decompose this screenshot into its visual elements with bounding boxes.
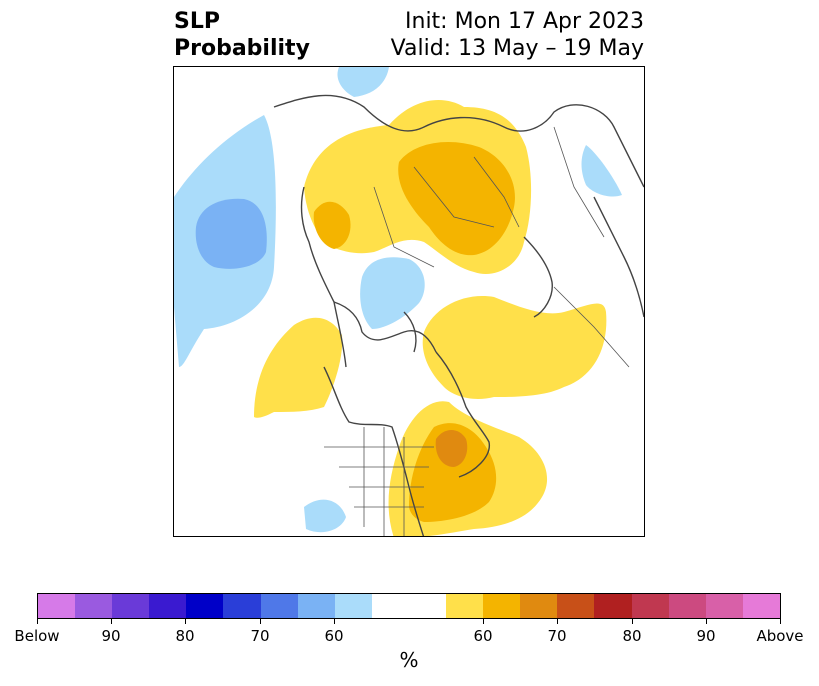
colorbar-label-above-60: 60 <box>473 627 493 645</box>
colorbar-label-above: Above <box>756 627 804 645</box>
colorbar-segment <box>557 594 595 618</box>
colorbar-label-above-90: 90 <box>696 627 716 645</box>
colorbar-segment <box>75 594 113 618</box>
colorbar-unit: % <box>399 648 419 672</box>
tick <box>780 619 781 624</box>
pacific-sw-below <box>304 499 346 533</box>
title-left: SLP Probability <box>174 8 310 62</box>
colorbar-label-below-90: 90 <box>101 627 121 645</box>
colorbar-segment <box>186 594 224 618</box>
colorbar-label-below-70: 70 <box>250 627 270 645</box>
colorbar-segment <box>705 594 743 618</box>
arctic-atlantic-above <box>422 296 607 399</box>
tick <box>260 619 261 624</box>
colorbar-label-below-80: 80 <box>175 627 195 645</box>
colorbar-segment <box>594 594 632 618</box>
barents-below <box>337 67 389 97</box>
colorbar <box>37 593 781 619</box>
colorbar-segment <box>260 594 298 618</box>
colorbar-segment <box>223 594 261 618</box>
tick <box>37 619 38 624</box>
title-type: Probability <box>174 36 310 61</box>
colorbar-segment <box>297 594 335 618</box>
borders <box>324 126 630 536</box>
colorbar-segment <box>408 594 447 618</box>
tick <box>706 619 707 624</box>
colorbar-segment <box>38 594 76 618</box>
pacific-above <box>254 317 343 418</box>
asia-coast-below <box>581 145 622 197</box>
colorbar-label-below-60: 60 <box>324 627 344 645</box>
init-date: Init: Mon 17 Apr 2023 <box>405 9 644 34</box>
colorbar-segment <box>334 594 372 618</box>
colorbar-segment <box>631 594 669 618</box>
tick <box>557 619 558 624</box>
east-us-above-peak <box>435 430 468 467</box>
coastlines <box>273 94 644 536</box>
title-right: Init: Mon 17 Apr 2023 Valid: 13 May – 19… <box>391 8 644 62</box>
valid-range: Valid: 13 May – 19 May <box>390 36 644 61</box>
tick <box>334 619 335 624</box>
colorbar-segment <box>112 594 150 618</box>
colorbar-segment <box>149 594 187 618</box>
probability-map <box>173 66 645 537</box>
colorbar-segment <box>742 594 780 618</box>
siberia-above-core <box>398 142 515 256</box>
map-canvas <box>174 67 644 536</box>
tick <box>185 619 186 624</box>
colorbar-label-above-80: 80 <box>622 627 642 645</box>
colorbar-segment <box>483 594 521 618</box>
colorbar-label-above-70: 70 <box>547 627 567 645</box>
tick <box>632 619 633 624</box>
title-variable: SLP <box>174 9 220 34</box>
colorbar-segment <box>668 594 706 618</box>
beaufort-arctic-below <box>360 257 425 329</box>
east-us-above-core <box>409 423 497 522</box>
north-pacific-below-core <box>195 198 267 269</box>
colorbar-segment <box>446 594 484 618</box>
colorbar-label-below: Below <box>14 627 60 645</box>
west-siberia-above-core <box>313 201 351 249</box>
tick <box>483 619 484 624</box>
colorbar-segment <box>520 594 558 618</box>
colorbar-segment <box>371 594 409 618</box>
tick <box>111 619 112 624</box>
